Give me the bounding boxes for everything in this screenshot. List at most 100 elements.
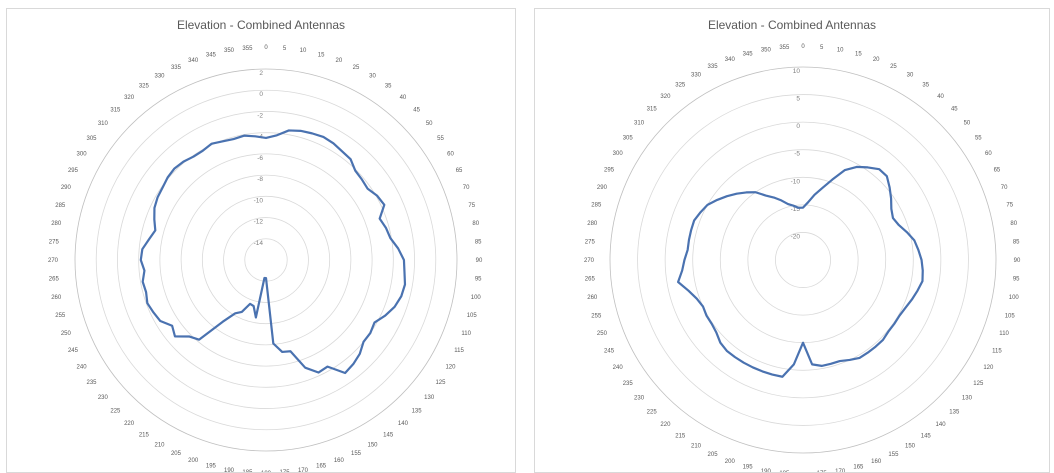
angle-label: 335: [171, 65, 182, 71]
angle-label: 50: [426, 121, 433, 127]
angle-label: 340: [188, 58, 199, 64]
angle-label: 265: [49, 277, 60, 283]
angle-label: 295: [68, 168, 79, 174]
ring-label: -10: [254, 197, 264, 204]
angle-label: 55: [975, 135, 982, 141]
ring-label: 0: [796, 123, 800, 130]
angle-label: 10: [300, 48, 307, 54]
angle-label: 90: [1014, 258, 1021, 264]
angle-label: 20: [873, 57, 880, 63]
angle-label: 175: [280, 470, 291, 472]
angle-label: 35: [385, 84, 392, 90]
angle-label: 300: [613, 151, 624, 157]
angle-label: 145: [921, 433, 932, 439]
angle-label: 210: [154, 442, 165, 448]
angle-label: 280: [51, 221, 62, 227]
angle-label: 260: [51, 295, 62, 301]
angle-label: 225: [110, 409, 121, 415]
angle-label: 165: [316, 464, 327, 470]
angle-label: 235: [87, 380, 98, 386]
ring-label: 10: [793, 68, 801, 75]
angle-label: 115: [992, 348, 1002, 354]
angle-label: 70: [1001, 185, 1008, 191]
angle-label: 30: [369, 74, 376, 80]
angle-label: 15: [855, 51, 862, 57]
grid-ring: [747, 204, 859, 316]
ring-label: 0: [259, 91, 263, 98]
angle-label: 200: [188, 458, 199, 464]
angle-label: 0: [801, 44, 805, 50]
angle-label: 205: [171, 451, 182, 457]
angle-label: 170: [298, 468, 309, 472]
angle-label: 300: [77, 152, 88, 158]
grid-ring: [180, 174, 352, 346]
angle-label: 85: [475, 239, 482, 245]
angle-label: 185: [242, 470, 253, 472]
angle-label: 240: [613, 365, 624, 371]
angle-label: 105: [1005, 313, 1016, 319]
angle-label: 230: [634, 396, 645, 402]
grid-ring: [117, 111, 415, 409]
angle-label: 350: [224, 48, 235, 54]
angle-label: 65: [456, 168, 463, 174]
grid-ring: [664, 121, 942, 399]
angle-label: 10: [837, 47, 844, 53]
angle-label: 0: [264, 45, 268, 51]
angle-label: 195: [743, 465, 754, 471]
angle-label: 305: [87, 136, 98, 142]
angle-label: 325: [675, 83, 686, 89]
grid-ring: [159, 153, 373, 367]
angle-label: 180: [261, 471, 272, 472]
angle-label: 165: [853, 465, 864, 471]
angle-label: 215: [675, 433, 686, 439]
angle-label: 310: [98, 121, 109, 127]
ring-label: -6: [257, 155, 263, 162]
angle-label: 80: [1010, 221, 1017, 227]
angle-label: 285: [591, 203, 602, 209]
angle-label: 190: [224, 468, 235, 472]
angle-label: 220: [660, 422, 671, 428]
angle-label: 25: [353, 65, 360, 71]
angle-label: 5: [283, 46, 287, 52]
angle-label: 90: [476, 258, 483, 264]
angle-label: 250: [597, 331, 608, 337]
ring-label: -2: [257, 112, 263, 119]
angle-label: 60: [447, 152, 454, 158]
angle-label: 315: [647, 107, 658, 113]
angle-label: 110: [461, 331, 471, 337]
angle-label: 195: [206, 464, 217, 470]
angle-label: 210: [691, 443, 702, 449]
angle-label: 190: [761, 469, 772, 472]
angle-label: 295: [604, 168, 615, 174]
angle-label: 275: [49, 239, 60, 245]
angle-label: 320: [124, 95, 135, 101]
angle-label: 350: [761, 47, 772, 53]
angle-label: 55: [437, 136, 444, 142]
grid-ring: [775, 232, 831, 288]
angle-label: 345: [206, 52, 217, 58]
angle-label: 235: [623, 381, 634, 387]
angle-label: 225: [647, 409, 658, 415]
grid-ring: [637, 94, 969, 426]
angle-label: 220: [124, 421, 135, 427]
angle-label: 115: [454, 348, 464, 354]
angle-label: 150: [367, 442, 378, 448]
angle-label: 155: [888, 452, 899, 458]
angle-label: 340: [725, 57, 736, 63]
angle-label: 155: [351, 451, 362, 457]
angle-label: 290: [61, 185, 72, 191]
angle-label: 200: [725, 459, 736, 465]
angle-label: 95: [475, 277, 482, 283]
ring-label: 2: [259, 70, 263, 77]
angle-label: 255: [591, 313, 602, 319]
angle-label: 305: [623, 135, 634, 141]
angle-label: 330: [691, 73, 702, 79]
angle-label: 45: [413, 107, 420, 113]
angle-label: 75: [1006, 203, 1013, 209]
angle-label: 335: [708, 64, 719, 70]
angle-label: 215: [139, 432, 150, 438]
angle-label: 20: [336, 58, 343, 64]
angle-label: 85: [1013, 239, 1020, 245]
ring-label: -10: [791, 178, 801, 185]
angle-label: 250: [61, 331, 72, 337]
